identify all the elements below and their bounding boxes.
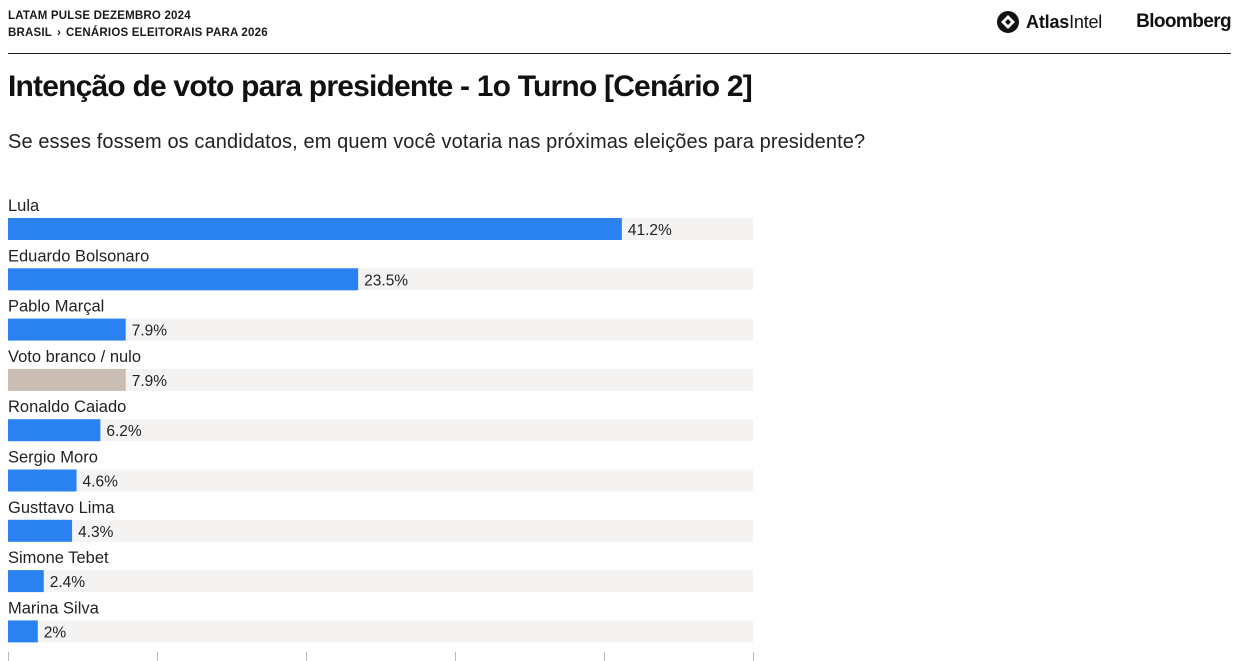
x-axis-ticks [8, 652, 754, 661]
bar-track [8, 519, 753, 542]
bar [8, 620, 38, 643]
bar [8, 268, 359, 291]
atlasintel-logo: AtlasIntel [996, 10, 1102, 34]
bloomberg-logo: Bloomberg [1136, 11, 1231, 32]
value-label: 4.6% [83, 474, 119, 491]
logos: AtlasIntel Bloomberg [996, 10, 1232, 34]
bar [8, 519, 73, 542]
bar-track [8, 469, 753, 492]
value-label: 6.2% [106, 423, 142, 440]
chart-title: Intenção de voto para presidente - 1o Tu… [8, 70, 753, 103]
value-label: 7.9% [132, 373, 168, 390]
bar-row: Lula 41.2% [8, 197, 753, 240]
category-label: Marina Silva [8, 599, 100, 617]
breadcrumb: BRASIL › CENÁRIOS ELEITORAIS PARA 2026 [8, 25, 1231, 42]
x-axis-tick [306, 652, 307, 661]
value-label: 7.9% [132, 323, 168, 340]
category-label: Ronaldo Caiado [8, 398, 126, 416]
value-label: 23.5% [364, 272, 408, 289]
atlasintel-wordmark: AtlasIntel [1026, 11, 1103, 32]
bar-row: Marina Silva 2% [8, 599, 753, 643]
category-label: Pablo Marçal [8, 298, 104, 316]
bar-track [8, 368, 753, 391]
bar-track [8, 318, 753, 341]
category-label: Eduardo Bolsonaro [8, 247, 149, 265]
bar-chart: Lula 41.2% Eduardo Bolsonaro 23.5% Pablo Mar… [8, 197, 753, 643]
bar-row: Simone Tebet 2.4% [8, 549, 753, 593]
bar [8, 318, 126, 341]
category-label: Gusttavo Lima [8, 499, 115, 517]
bar-track [8, 620, 753, 643]
report-kicker: LATAM PULSE DEZEMBRO 2024 [8, 10, 191, 22]
bar-row: Sergio Moro 4.6% [8, 449, 753, 492]
value-label: 2.4% [50, 574, 86, 591]
value-label: 2% [44, 624, 67, 641]
value-label: 41.2% [628, 222, 672, 239]
bar-row: Gusttavo Lima 4.3% [8, 499, 753, 542]
bar-row: Eduardo Bolsonaro 23.5% [8, 247, 753, 291]
header: LATAM PULSE DEZEMBRO 2024 BRASIL › CENÁR… [8, 8, 1232, 54]
value-label: 4.3% [78, 524, 114, 541]
category-label: Simone Tebet [8, 549, 109, 567]
chart-subtitle: Se esses fossem os candidatos, em quem v… [8, 131, 866, 153]
bar-row: Pablo Marçal 7.9% [8, 298, 753, 341]
bar [8, 218, 622, 240]
category-label: Voto branco / nulo [8, 348, 141, 366]
x-axis-tick [8, 652, 9, 661]
bar [8, 368, 126, 391]
breadcrumb-separator: › [57, 27, 62, 39]
category-label: Lula [8, 197, 40, 215]
category-label: Sergio Moro [8, 449, 98, 467]
x-axis-tick [455, 652, 456, 661]
bar-row: Ronaldo Caiado 6.2% [8, 398, 753, 442]
bar [8, 570, 44, 593]
breadcrumb-item-country[interactable]: BRASIL [8, 27, 53, 39]
x-axis-tick [753, 652, 754, 661]
bar-track [8, 570, 753, 593]
atlasintel-mark-icon [997, 11, 1020, 33]
bar [8, 469, 77, 492]
x-axis-tick [157, 652, 158, 661]
bar-row: Voto branco / nulo 7.9% [8, 348, 753, 391]
bar [8, 419, 101, 442]
bar-track [8, 419, 753, 442]
x-axis-tick [604, 652, 605, 661]
breadcrumb-item-section[interactable]: CENÁRIOS ELEITORAIS PARA 2026 [66, 27, 268, 39]
